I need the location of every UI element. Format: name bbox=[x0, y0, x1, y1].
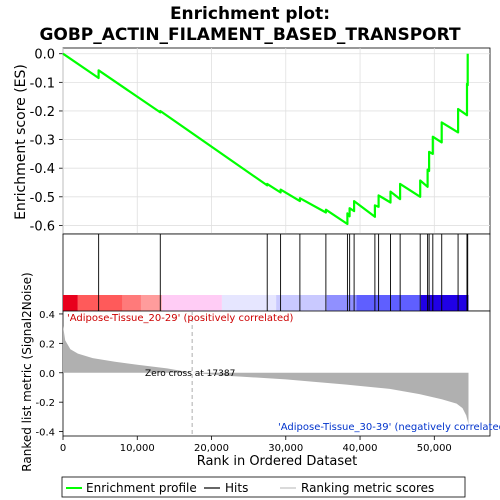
legend-hits-label: Hits bbox=[225, 481, 248, 495]
es-y-tick-label: 0.0 bbox=[34, 48, 55, 63]
es-y-tick-label: -0.2 bbox=[30, 105, 55, 120]
color-bar-segment bbox=[140, 295, 162, 311]
metric-y-tick-label: -0.4 bbox=[35, 428, 55, 439]
es-y-tick-label: -0.4 bbox=[30, 162, 55, 177]
zero-cross-label: Zero cross at 17387 bbox=[145, 369, 235, 379]
es-plot-frame bbox=[62, 47, 491, 235]
x-tick-label: 10,000 bbox=[120, 443, 155, 454]
enrichment-profile-line bbox=[62, 52, 469, 226]
metric-panel: 0.4 0.2 0.0 -0.2 -0.4 0 10,000 20,000 30,000 40,0… bbox=[35, 310, 491, 454]
chart-title: Enrichment plot: bbox=[170, 4, 330, 24]
negative-correlation-label: 'Adipose-Tissue_30-39' (negatively corre… bbox=[278, 422, 500, 433]
metric-y-tick-label: 0.2 bbox=[39, 339, 55, 350]
x-tick-label: 30,000 bbox=[268, 443, 303, 454]
ranking-metric-area bbox=[63, 325, 469, 425]
hits-panel bbox=[62, 233, 491, 312]
x-tick-label: 40,000 bbox=[343, 443, 378, 454]
color-bar-segment bbox=[161, 295, 222, 311]
x-tick-label: 20,000 bbox=[194, 443, 229, 454]
color-bar-segment bbox=[356, 295, 421, 311]
metric-y-tick-label: 0.0 bbox=[39, 369, 55, 380]
metric-y-axis-label: Ranked list metric (Signal2Noise) bbox=[20, 272, 34, 471]
es-y-axis-label: Enrichment score (ES) bbox=[13, 64, 29, 220]
metric-y-tick-label: 0.4 bbox=[39, 310, 55, 321]
color-bar-segment bbox=[326, 295, 357, 311]
legend-enrichment-label: Enrichment profile bbox=[86, 481, 197, 495]
x-tick-label: 50,000 bbox=[417, 443, 452, 454]
positive-correlation-label: 'Adipose-Tissue_20-29' (positively corre… bbox=[67, 313, 293, 324]
color-bar-segment bbox=[77, 295, 123, 311]
color-bar-segment bbox=[276, 295, 327, 311]
x-tick-label: 0 bbox=[60, 443, 66, 454]
color-bar-segment bbox=[63, 295, 78, 311]
es-y-tick-label: -0.1 bbox=[30, 76, 55, 91]
metric-y-tick-label: -0.2 bbox=[35, 398, 55, 409]
color-bar-segment bbox=[221, 295, 277, 311]
legend-box bbox=[61, 476, 466, 498]
es-panel: 0.0 -0.1 -0.2 -0.3 -0.4 -0.5 -0.6 bbox=[30, 47, 491, 235]
chart-subtitle: GOBP_ACTIN_FILAMENT_BASED_TRANSPORT bbox=[39, 25, 461, 45]
color-bar-segment bbox=[122, 295, 141, 311]
es-y-tick-label: -0.6 bbox=[30, 219, 55, 234]
es-y-tick-label: -0.5 bbox=[30, 191, 55, 206]
legend-metric-label: Ranking metric scores bbox=[301, 481, 434, 495]
es-y-tick-label: -0.3 bbox=[30, 134, 55, 149]
x-axis-label: Rank in Ordered Dataset bbox=[197, 454, 358, 469]
legend: Enrichment profile Hits Ranking metric s… bbox=[61, 476, 466, 498]
